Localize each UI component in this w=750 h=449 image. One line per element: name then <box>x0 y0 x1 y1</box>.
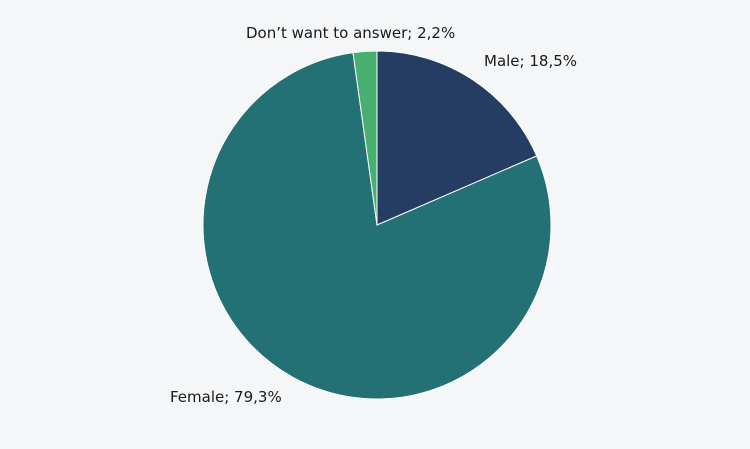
slice-label-female: Female; 79,3% <box>170 388 282 406</box>
pie-slice-don-t-want-to-answer <box>352 50 378 226</box>
pie-slice-male <box>376 50 538 226</box>
pie-slices <box>202 50 552 400</box>
pie-slice-female <box>202 52 552 400</box>
slice-label-dont-want-to-answer: Don’t want to answer; 2,2% <box>246 24 455 42</box>
pie-labels: Male; 18,5% Female; 79,3% Don’t want to … <box>170 24 577 406</box>
slice-label-male: Male; 18,5% <box>484 52 577 70</box>
